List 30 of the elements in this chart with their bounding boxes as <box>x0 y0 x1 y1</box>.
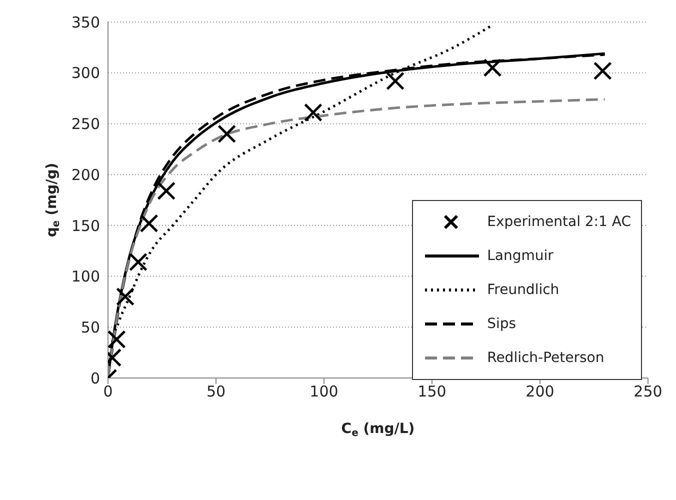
legend-label: Langmuir <box>487 248 554 264</box>
y-tick-label: 250 <box>71 115 100 134</box>
point <box>108 330 126 349</box>
point <box>157 182 176 200</box>
point <box>386 72 405 90</box>
x-axis-title: C$_{e}$ (mg/L) <box>341 421 415 438</box>
point <box>218 124 236 144</box>
x-tick-label: 0 <box>103 382 113 401</box>
point <box>483 58 502 78</box>
y-tick-label: 200 <box>71 166 100 184</box>
point <box>116 287 135 306</box>
y-tick-label: 150 <box>71 216 100 235</box>
point <box>140 214 158 233</box>
x-tick-label: 200 <box>526 382 554 401</box>
y-tick-label: 350 <box>71 13 100 32</box>
legend-label: Experimental 2:1 AC <box>487 214 631 230</box>
y-tick-label: 100 <box>71 268 100 286</box>
x-tick-label: 100 <box>310 382 338 401</box>
y-tick-label: 50 <box>80 318 100 336</box>
legend-label: Freundlich <box>487 282 560 298</box>
y-tick-label: 0 <box>90 369 100 388</box>
x-tick-label: 150 <box>418 382 446 401</box>
x-tick-label: 250 <box>634 382 662 401</box>
point <box>593 62 612 80</box>
point <box>304 103 322 122</box>
y-tick-label: 300 <box>71 64 100 82</box>
legend-label: Sips <box>487 316 516 332</box>
legend-label: Redlich-Peterson <box>487 350 604 366</box>
x-tick-label: 50 <box>206 382 226 401</box>
point <box>128 252 148 272</box>
